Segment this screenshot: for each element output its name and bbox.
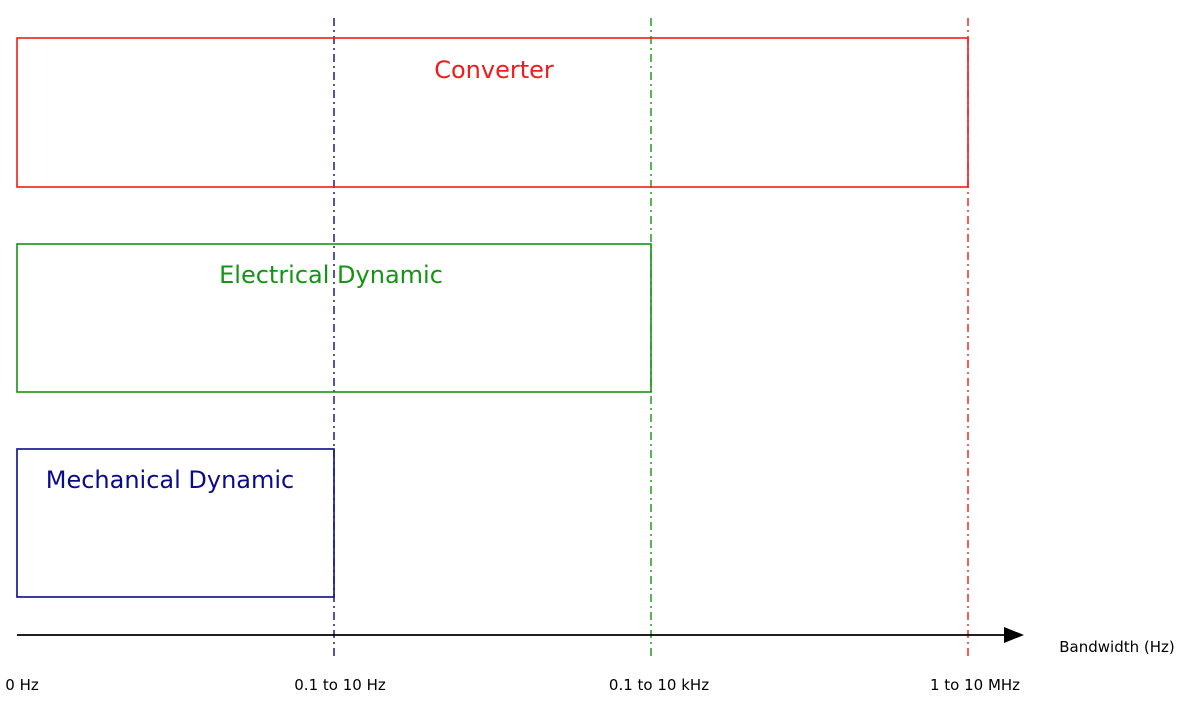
mechanical-dynamic-label: Mechanical Dynamic [46,466,295,494]
electrical-dynamic-block [16,243,652,393]
converter-label: Converter [434,56,554,84]
tick-label-electrical: 0.1 to 10 kHz [609,676,709,694]
bandwidth-axis-label: Bandwidth (Hz) [1059,638,1174,656]
tick-label-0hz: 0 Hz [5,676,39,694]
converter-block [16,37,969,188]
mechanical-dynamic-block [16,448,335,598]
tick-label-converter: 1 to 10 MHz [930,676,1020,694]
bandwidth-axis-arrowhead [1004,627,1024,643]
electrical-dynamic-label: Electrical Dynamic [219,261,443,289]
tick-label-mechanical: 0.1 to 10 Hz [294,676,386,694]
